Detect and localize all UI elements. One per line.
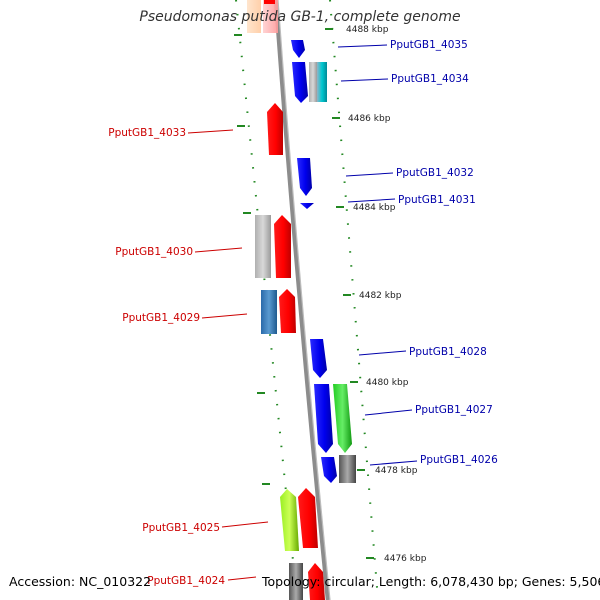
gene-label-4035[interactable]: PputGB1_4035 bbox=[390, 39, 468, 51]
gene-label-4025[interactable]: PputGB1_4025 bbox=[142, 522, 220, 534]
gene-arrow-4034[interactable] bbox=[292, 62, 308, 103]
gene-block-4030-grey[interactable] bbox=[255, 215, 271, 278]
gene-label-4024[interactable]: PputGB1_4024 bbox=[147, 575, 225, 587]
tick-label: 4484 kbp bbox=[353, 203, 396, 213]
gene-arrow[interactable] bbox=[247, 0, 261, 33]
forward-leader-lines bbox=[187, 129, 269, 581]
gene-arrow-4026[interactable] bbox=[321, 457, 337, 483]
gene-arrow-4033[interactable] bbox=[267, 103, 283, 155]
accession-text: Accession: NC_010322 bbox=[9, 574, 152, 589]
gene-arrow-4035[interactable] bbox=[291, 40, 305, 58]
tick-label: 4478 kbp bbox=[375, 466, 418, 476]
gene-label-4026[interactable]: PputGB1_4026 bbox=[420, 454, 498, 466]
gene-label-4028[interactable]: PputGB1_4028 bbox=[409, 346, 487, 358]
topology-text: Topology: circular; Length: 6,078,430 bp… bbox=[262, 574, 600, 589]
tick-label: 4488 kbp bbox=[346, 25, 389, 35]
tick-label: 4482 kbp bbox=[359, 291, 402, 301]
genome-backbone-shadow bbox=[277, 0, 331, 600]
gene-arrow[interactable] bbox=[263, 0, 278, 33]
gene-label-4031[interactable]: PputGB1_4031 bbox=[398, 194, 476, 206]
map-title: Pseudomonas putida GB-1, complete genome bbox=[139, 9, 461, 25]
reverse-leader-lines bbox=[337, 44, 418, 466]
gene-label-4027[interactable]: PputGB1_4027 bbox=[415, 404, 493, 416]
gene-arrow-4027[interactable] bbox=[314, 384, 333, 453]
gene-arrow-4029[interactable] bbox=[279, 289, 296, 333]
gene-label-4030[interactable]: PputGB1_4030 bbox=[115, 246, 193, 258]
gene-arrow-4032[interactable] bbox=[297, 158, 312, 196]
gene-arrow-4028[interactable] bbox=[310, 339, 327, 378]
gene-block-4024-grey[interactable] bbox=[289, 563, 303, 600]
gene-arrow-4027-green[interactable] bbox=[333, 384, 352, 453]
gene-arrow-4024[interactable] bbox=[308, 563, 325, 600]
gene-label-4033[interactable]: PputGB1_4033 bbox=[108, 127, 186, 139]
tick-label: 4480 kbp bbox=[366, 378, 409, 388]
gene-label-4032[interactable]: PputGB1_4032 bbox=[396, 167, 474, 179]
gene-block-4034-teal[interactable] bbox=[317, 62, 327, 102]
gene-arrow-4031[interactable] bbox=[300, 203, 314, 209]
gene-label-4034[interactable]: PputGB1_4034 bbox=[391, 73, 469, 85]
gene-arrow[interactable] bbox=[264, 0, 275, 4]
gene-label-4029[interactable]: PputGB1_4029 bbox=[122, 312, 200, 324]
gene-block-4026-dark[interactable] bbox=[339, 455, 356, 483]
gene-block-4034-grey[interactable] bbox=[309, 62, 317, 102]
gene-arrow-4025-lime[interactable] bbox=[280, 489, 299, 551]
tick-label: 4486 kbp bbox=[348, 114, 391, 124]
gene-block-4029-steel[interactable] bbox=[261, 290, 277, 334]
gene-arrow-4030[interactable] bbox=[274, 215, 291, 278]
gene-arrow-4025[interactable] bbox=[298, 488, 318, 548]
genome-backbone bbox=[273, 0, 331, 600]
scale-ticks: 4488 kbp 4486 kbp 4484 kbp 4482 kbp 4480… bbox=[234, 25, 427, 564]
tick-label: 4476 kbp bbox=[384, 554, 427, 564]
